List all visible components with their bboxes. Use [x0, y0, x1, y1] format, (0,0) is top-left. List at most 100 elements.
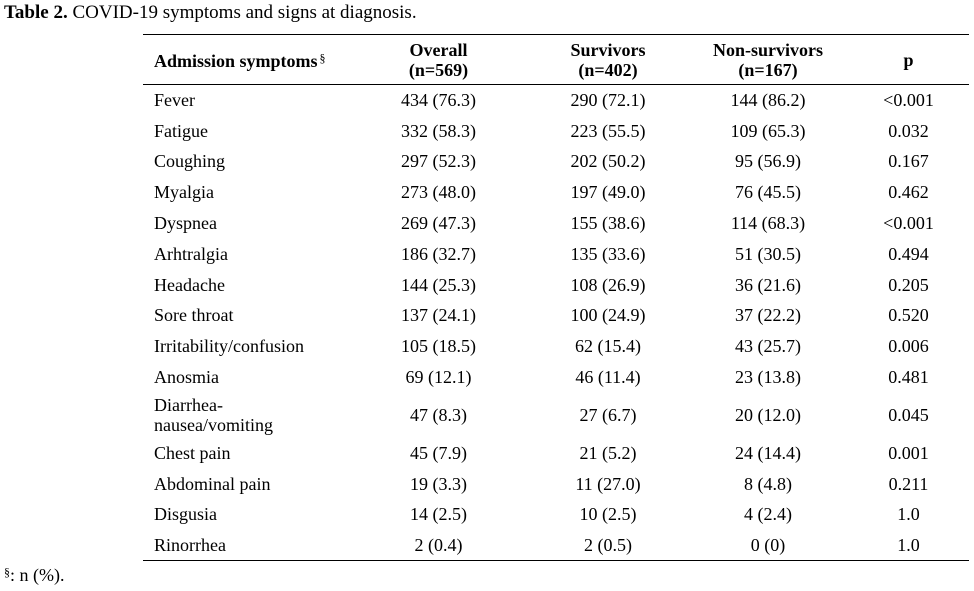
table-row: Rinorrhea 2 (0.4) 2 (0.5) 0 (0) 1.0	[143, 529, 969, 562]
survivors-cell: 197 (49.0)	[570, 182, 646, 203]
caption-label: Table 2.	[4, 2, 68, 23]
table-row: Fever 434 (76.3) 290 (72.1) 144 (86.2) <…	[143, 85, 969, 116]
non-survivors-cell: 114 (68.3)	[730, 213, 806, 234]
p-value-cell: 0.167	[888, 151, 929, 172]
table-row: Dyspnea 269 (47.3) 155 (38.6) 114 (68.3)…	[143, 208, 969, 239]
footnote-section-mark: §	[4, 565, 10, 579]
header-section-mark: §	[319, 51, 326, 65]
symptom-name: Disgusia	[154, 504, 217, 525]
survivors-cell: 108 (26.9)	[570, 274, 646, 295]
survivors-cell: 21 (5.2)	[579, 442, 637, 463]
symptom-name: Diarrhea-nausea/vomiting	[143, 392, 349, 437]
table-row: Disgusia 14 (2.5) 10 (2.5) 4 (2.4) 1.0	[143, 499, 969, 530]
symptom-name: Sore throat	[154, 305, 234, 326]
p-value-cell: 0.032	[888, 120, 929, 141]
non-survivors-cell: 51 (30.5)	[735, 243, 801, 264]
overall-cell: 297 (52.3)	[401, 151, 476, 172]
header-survivors-label: Survivors	[570, 39, 646, 60]
p-value-cell: <0.001	[883, 213, 934, 234]
non-survivors-cell: 144 (86.2)	[730, 90, 806, 111]
overall-cell: 332 (58.3)	[401, 120, 476, 141]
overall-cell: 273 (48.0)	[401, 182, 476, 203]
symptoms-table: Admission symptoms § Overall (n=569) Survi…	[143, 34, 969, 562]
p-value-cell: 0.006	[888, 336, 929, 357]
non-survivors-cell: 37 (22.2)	[735, 305, 801, 326]
overall-cell: 14 (2.5)	[410, 504, 467, 525]
table-row: Chest pain 45 (7.9) 21 (5.2) 24 (14.4) 0…	[143, 437, 969, 468]
header-admission-symptoms-label: Admission symptoms	[154, 51, 318, 71]
non-survivors-cell: 95 (56.9)	[735, 151, 801, 172]
header-overall-n: (n=569)	[408, 59, 469, 80]
p-value-cell: 0.001	[888, 442, 929, 463]
non-survivors-cell: 36 (21.6)	[735, 274, 801, 295]
survivors-cell: 27 (6.7)	[579, 404, 637, 425]
table-row: Abdominal pain 19 (3.3) 11 (27.0) 8 (4.8…	[143, 468, 969, 499]
p-value-cell: <0.001	[883, 90, 934, 111]
survivors-cell: 10 (2.5)	[579, 504, 637, 525]
non-survivors-cell: 24 (14.4)	[735, 442, 801, 463]
symptom-name: Fatigue	[154, 120, 208, 141]
header-non-survivors-n: (n=167)	[738, 59, 798, 80]
header-non-survivors: Non-survivors (n=167)	[688, 34, 848, 85]
non-survivors-cell: 109 (65.3)	[730, 120, 806, 141]
table-caption: Table 2. COVID-19 symptoms and signs at …	[4, 2, 417, 24]
overall-cell: 144 (25.3)	[401, 274, 476, 295]
non-survivors-cell: 4 (2.4)	[744, 504, 792, 525]
p-value-cell: 1.0	[848, 529, 969, 562]
table-footnote: §: n (%).	[4, 562, 64, 585]
overall-cell: 186 (32.7)	[401, 243, 476, 264]
symptom-name: Chest pain	[154, 442, 231, 463]
symptom-name: Coughing	[154, 151, 226, 172]
non-survivors-cell: 43 (25.7)	[735, 336, 801, 357]
overall-cell: 45 (7.9)	[410, 442, 467, 463]
overall-cell: 137 (24.1)	[401, 305, 476, 326]
symptom-name: Anosmia	[154, 367, 219, 388]
header-survivors: Survivors (n=402)	[528, 34, 688, 85]
p-value-cell: 0.211	[888, 473, 929, 494]
p-value-cell: 1.0	[897, 504, 920, 525]
symptom-name-line1: Diarrhea-	[154, 394, 223, 415]
overall-cell: 2 (0.4)	[349, 529, 528, 562]
table-row: Myalgia 273 (48.0) 197 (49.0) 76 (45.5) …	[143, 177, 969, 208]
table-row: Anosmia 69 (12.1) 46 (11.4) 23 (13.8) 0.…	[143, 362, 969, 393]
table-row: Arhtralgia 186 (32.7) 135 (33.6) 51 (30.…	[143, 238, 969, 269]
non-survivors-cell: 23 (13.8)	[735, 367, 801, 388]
survivors-cell: 202 (50.2)	[570, 151, 646, 172]
header-row: Admission symptoms § Overall (n=569) Survi…	[143, 34, 969, 85]
footnote-text: : n (%).	[10, 565, 65, 585]
overall-cell: 47 (8.3)	[410, 404, 467, 425]
symptom-name: Irritability/confusion	[154, 336, 304, 357]
survivors-cell: 2 (0.5)	[528, 529, 688, 562]
overall-cell: 69 (12.1)	[405, 367, 472, 388]
non-survivors-cell: 8 (4.8)	[744, 473, 792, 494]
overall-cell: 269 (47.3)	[401, 213, 476, 234]
overall-cell: 19 (3.3)	[410, 473, 467, 494]
symptom-name: Rinorrhea	[143, 529, 349, 562]
symptom-name: Headache	[154, 274, 225, 295]
non-survivors-cell: 20 (12.0)	[735, 404, 801, 425]
p-value-cell: 0.520	[888, 305, 929, 326]
p-value-cell: 0.045	[888, 404, 929, 425]
symptom-name-line2: nausea/vomiting	[154, 414, 273, 435]
p-value-cell: 0.462	[888, 182, 929, 203]
table-row: Coughing 297 (52.3) 202 (50.2) 95 (56.9)…	[143, 146, 969, 177]
p-value-cell: 0.481	[888, 367, 929, 388]
survivors-cell: 290 (72.1)	[570, 90, 646, 111]
overall-cell: 434 (76.3)	[401, 90, 476, 111]
survivors-cell: 223 (55.5)	[570, 120, 646, 141]
survivors-cell: 46 (11.4)	[575, 367, 641, 388]
header-p-value: p	[848, 34, 969, 85]
survivors-cell: 100 (24.9)	[570, 305, 646, 326]
header-non-survivors-label: Non-survivors	[712, 39, 823, 60]
symptom-name: Fever	[154, 90, 195, 111]
caption-text: COVID-19 symptoms and signs at diagnosis…	[67, 2, 417, 23]
table-row: Irritability/confusion 105 (18.5) 62 (15…	[143, 331, 969, 362]
symptom-name: Myalgia	[154, 182, 214, 203]
header-overall: Overall (n=569)	[349, 34, 528, 85]
overall-cell: 105 (18.5)	[401, 336, 476, 357]
symptom-name: Abdominal pain	[154, 473, 271, 494]
p-value-cell: 0.205	[888, 274, 929, 295]
table-row: Sore throat 137 (24.1) 100 (24.9) 37 (22…	[143, 300, 969, 331]
header-survivors-n: (n=402)	[578, 59, 638, 80]
symptom-name: Dyspnea	[154, 213, 217, 234]
